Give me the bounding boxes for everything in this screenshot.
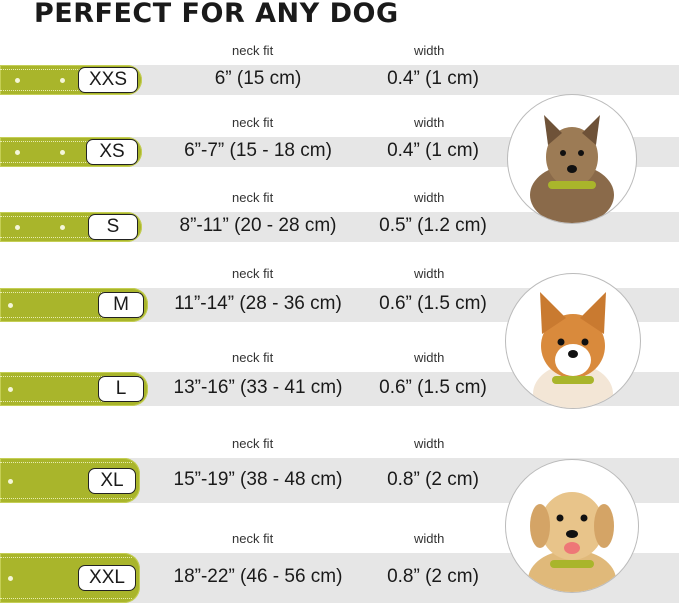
corgi-photo [505, 273, 641, 409]
stitching [0, 317, 140, 318]
width-label: width [414, 266, 445, 281]
collar-hole [8, 478, 13, 484]
collar-hole [15, 150, 20, 155]
collar-hole [60, 150, 65, 155]
size-tag: M [98, 292, 144, 318]
neck-fit-label: neck fit [232, 266, 274, 281]
width-value: 0.8” (2 cm) [387, 468, 479, 490]
size-tag: XXL [78, 565, 136, 591]
collar-strap: XS [0, 137, 142, 167]
collar-strap: XL [0, 458, 140, 503]
width-value: 0.6” (1.5 cm) [379, 377, 487, 398]
collar-hole [60, 78, 65, 83]
collar-strap: M [0, 288, 148, 322]
neck-fit-label: neck fit [232, 43, 274, 58]
neck-fit-value: 11”-14” (28 - 36 cm) [174, 293, 342, 314]
row-band [100, 65, 679, 95]
stitching [0, 557, 132, 558]
stitching [0, 162, 134, 163]
stitching [0, 69, 134, 70]
neck-fit-label: neck fit [232, 531, 274, 546]
neck-fit-value: 13”-16” (33 - 41 cm) [173, 377, 343, 398]
collar-hole [8, 387, 13, 392]
width-value: 0.6” (1.5 cm) [379, 293, 487, 314]
labrador-photo [505, 459, 639, 593]
stitching [0, 598, 132, 599]
stitching [0, 376, 140, 377]
width-label: width [414, 115, 445, 130]
size-tag: XS [86, 139, 138, 165]
neck-fit-value: 6” (15 cm) [214, 68, 302, 89]
neck-fit-label: neck fit [232, 115, 274, 130]
size-tag: XL [88, 467, 136, 494]
neck-fit-label: neck fit [232, 350, 274, 365]
size-row-s: S neck fit width 8”-11” (20 - 28 cm) 0.5… [0, 186, 679, 242]
collar-hole [60, 225, 65, 230]
stitching [0, 498, 132, 499]
stitching [0, 237, 134, 238]
collar-strap: S [0, 212, 142, 242]
stitching [0, 292, 140, 293]
size-row-xxs: XXS neck fit width 6” (15 cm) 0.4” (1 cm… [0, 39, 679, 95]
neck-fit-value: 8”-11” (20 - 28 cm) [179, 215, 337, 236]
size-tag: XXS [78, 67, 138, 93]
small-terrier-photo [507, 94, 637, 224]
neck-fit-value: 15”-19” (38 - 48 cm) [173, 468, 343, 490]
stitching [0, 462, 132, 463]
size-tag: S [88, 214, 138, 240]
width-label: width [414, 43, 445, 58]
neck-fit-value: 6”-7” (15 - 18 cm) [184, 140, 332, 161]
width-label: width [414, 190, 445, 205]
neck-fit-label: neck fit [232, 436, 274, 451]
neck-fit-value: 18”-22” (46 - 56 cm) [173, 566, 343, 587]
neck-fit-label: neck fit [232, 190, 274, 205]
width-value: 0.4” (1 cm) [387, 68, 479, 89]
collar-strap: XXL [0, 553, 140, 603]
width-value: 0.5” (1.2 cm) [379, 215, 487, 236]
collar-hole [15, 225, 20, 230]
width-label: width [414, 531, 445, 546]
stitching [0, 141, 134, 142]
size-tag: L [98, 376, 144, 402]
collar-hole [8, 576, 13, 581]
collar-strap: L [0, 372, 148, 406]
stitching [0, 216, 134, 217]
width-label: width [414, 350, 445, 365]
stitching [0, 90, 134, 91]
page-title: PERFECT FOR ANY DOG [34, 0, 399, 29]
width-value: 0.4” (1 cm) [387, 140, 479, 161]
collar-hole [15, 78, 20, 83]
collar-strap: XXS [0, 65, 142, 95]
stitching [0, 401, 140, 402]
width-label: width [414, 436, 445, 451]
width-value: 0.8” (2 cm) [387, 566, 479, 587]
collar-hole [8, 303, 13, 308]
